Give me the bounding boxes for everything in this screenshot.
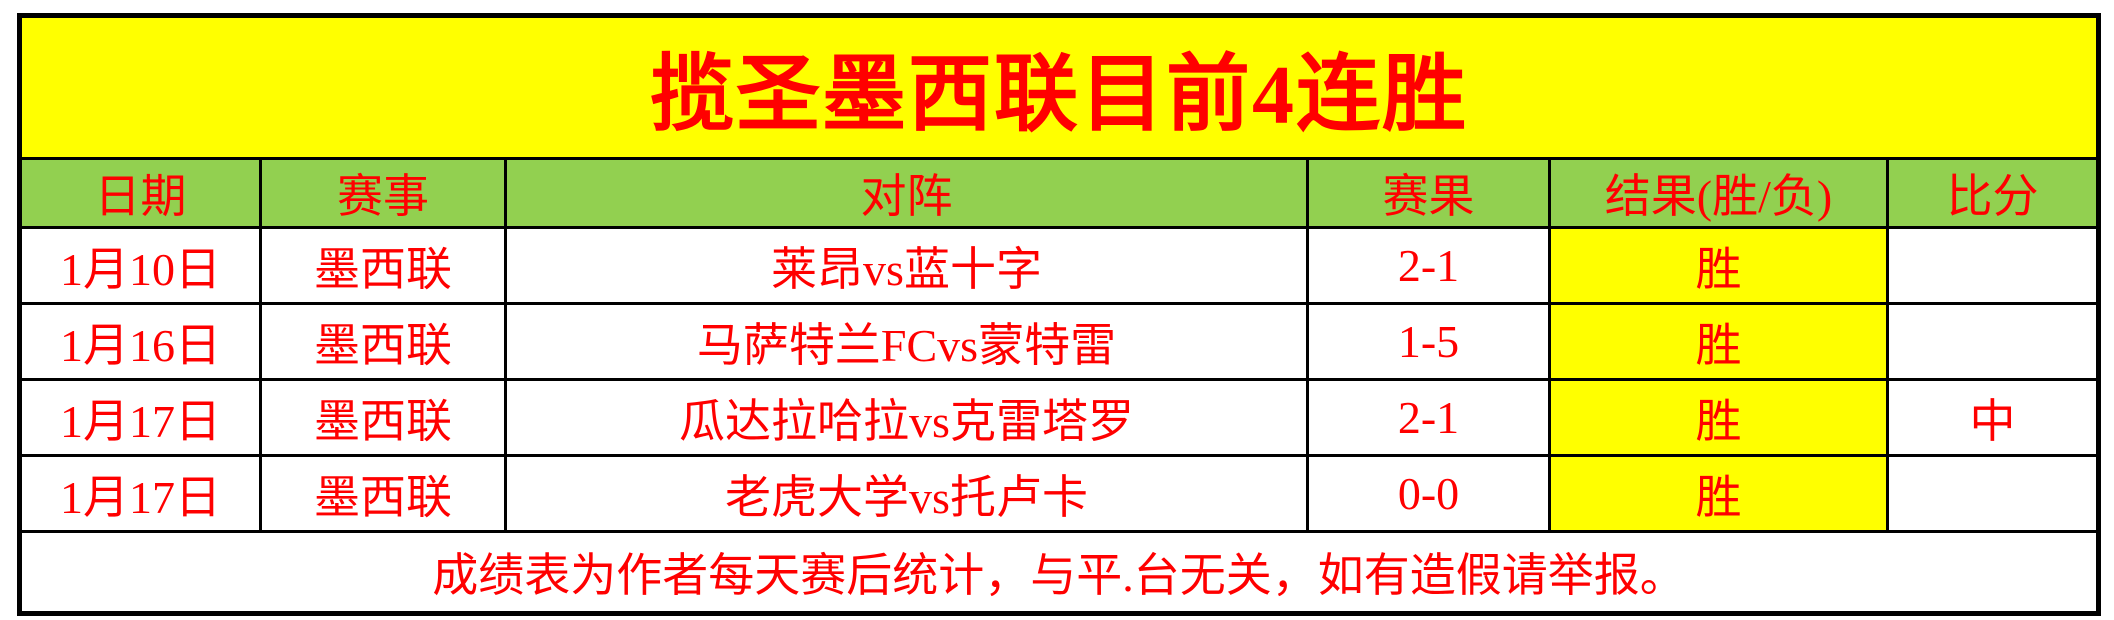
header-row: 日期 赛事 对阵 赛果 结果(胜/负) 比分 [18, 157, 2101, 229]
column-header-date: 日期 [18, 157, 262, 229]
table-row: 1月17日 墨西联 老虎大学vs托卢卡 0-0 胜 [18, 454, 2101, 533]
league-cell: 墨西联 [259, 302, 507, 381]
matchup-cell: 莱昂vs蓝十字 [504, 226, 1309, 305]
footer-row: 成绩表为作者每天赛后统计，与平.台无关，如有造假请举报。 [17, 530, 2101, 615]
league-cell: 墨西联 [259, 226, 507, 305]
column-header-win-loss: 结果(胜/负) [1548, 157, 1889, 229]
column-header-result-score: 赛果 [1306, 157, 1551, 229]
result-score-cell: 0-0 [1306, 454, 1551, 533]
win-loss-cell: 胜 [1548, 302, 1889, 381]
matchup-cell: 老虎大学vs托卢卡 [504, 454, 1309, 533]
matchup-cell: 瓜达拉哈拉vs克雷塔罗 [504, 378, 1309, 457]
title-row: 揽圣墨西联目前4连胜 [17, 14, 2101, 160]
table-row: 1月17日 墨西联 瓜达拉哈拉vs克雷塔罗 2-1 胜 中 [18, 378, 2101, 457]
column-header-matchup: 对阵 [504, 157, 1309, 229]
results-table: 揽圣墨西联目前4连胜 日期 赛事 对阵 赛果 结果(胜/负) 比分 1月10日 … [17, 13, 2102, 616]
date-cell: 1月17日 [18, 454, 262, 533]
date-cell: 1月16日 [18, 302, 262, 381]
win-loss-cell: 胜 [1548, 454, 1889, 533]
date-cell: 1月17日 [18, 378, 262, 457]
league-cell: 墨西联 [259, 454, 507, 533]
score-cell: 中 [1885, 378, 2101, 457]
league-cell: 墨西联 [259, 378, 507, 457]
result-score-cell: 2-1 [1306, 378, 1551, 457]
column-header-score: 比分 [1885, 157, 2101, 229]
column-header-league: 赛事 [259, 157, 507, 229]
win-loss-cell: 胜 [1548, 226, 1889, 305]
result-score-cell: 2-1 [1306, 226, 1551, 305]
footnote-text: 成绩表为作者每天赛后统计，与平.台无关，如有造假请举报。 [17, 530, 2101, 615]
win-loss-cell: 胜 [1548, 378, 1889, 457]
score-cell [1885, 226, 2101, 305]
table-row: 1月10日 墨西联 莱昂vs蓝十字 2-1 胜 [18, 226, 2101, 305]
page-title: 揽圣墨西联目前4连胜 [17, 14, 2101, 160]
score-cell [1885, 302, 2101, 381]
table-row: 1月16日 墨西联 马萨特兰FCvs蒙特雷 1-5 胜 [18, 302, 2101, 381]
date-cell: 1月10日 [18, 226, 262, 305]
result-score-cell: 1-5 [1306, 302, 1551, 381]
matchup-cell: 马萨特兰FCvs蒙特雷 [504, 302, 1309, 381]
score-cell [1885, 454, 2101, 533]
